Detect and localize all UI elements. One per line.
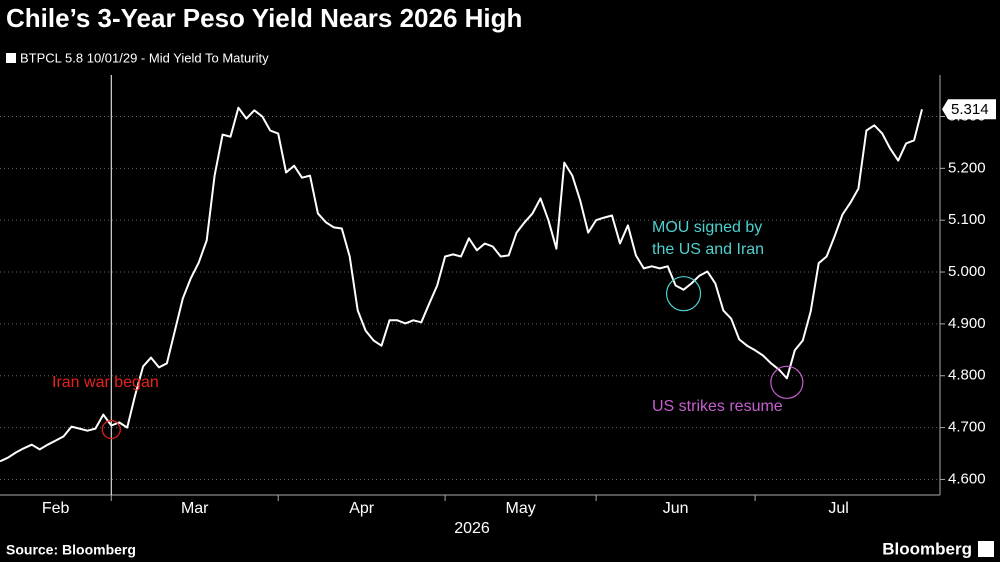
y-tick-label: 4.600 [948, 470, 986, 487]
x-tick-label: Jul [828, 500, 848, 517]
x-tick-label: Feb [42, 500, 70, 517]
source: Source: Bloomberg [6, 542, 136, 558]
brand-icon [978, 541, 994, 557]
y-tick-label: 5.000 [948, 263, 986, 280]
annotation-text: Iran war began [52, 374, 159, 391]
y-tick-label: 4.900 [948, 315, 986, 332]
annotation-circle [665, 276, 702, 312]
legend-swatch [6, 53, 16, 63]
annotation-text: the US and Iran [652, 241, 764, 258]
legend-label: BTPCL 5.8 10/01/29 - Mid Yield To Maturi… [20, 50, 269, 65]
y-tick-label: 4.700 [948, 419, 986, 436]
chart-title: Chile’s 3-Year Peso Yield Nears 2026 Hig… [6, 3, 522, 33]
brand: Bloomberg [882, 539, 972, 558]
y-tick-label: 4.800 [948, 367, 986, 384]
y-tick-label: 5.100 [948, 211, 986, 228]
x-tick-label: May [505, 500, 535, 517]
annotation-text: US strikes resume [652, 398, 783, 415]
last-value-label: 5.314 [951, 101, 989, 118]
annotation-circle [101, 419, 121, 440]
x-tick-label: Apr [349, 500, 375, 517]
last-value-box [942, 99, 996, 120]
x-axis-title: 2026 [454, 520, 490, 537]
annotation-circle [770, 365, 804, 399]
y-tick-label: 5.200 [948, 159, 986, 176]
annotation-text: MOU signed by [652, 219, 762, 236]
x-tick-label: Mar [181, 500, 209, 517]
x-tick-label: Jun [663, 500, 689, 517]
series-line [0, 106, 923, 463]
